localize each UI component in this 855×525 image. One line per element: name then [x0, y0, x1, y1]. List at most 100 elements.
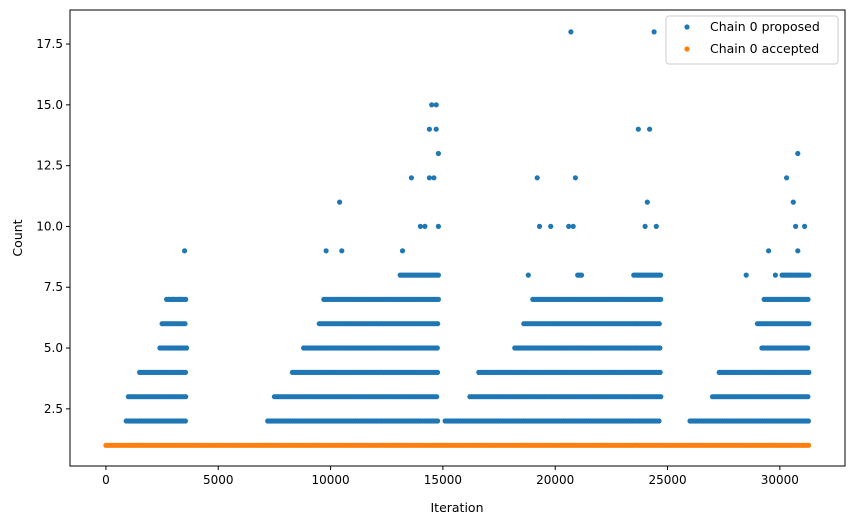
proposed-point — [805, 345, 811, 351]
y-tick-label: 7.5 — [44, 280, 63, 294]
proposed-point — [806, 369, 812, 375]
proposed-point — [183, 394, 189, 400]
y-tick-label: 15.0 — [36, 98, 63, 112]
proposed-point — [434, 394, 440, 400]
proposed-point — [657, 345, 663, 351]
proposed-point — [806, 272, 812, 278]
proposed-point — [182, 369, 189, 375]
proposed-point — [417, 223, 423, 229]
legend: Chain 0 proposed Chain 0 accepted — [665, 15, 839, 65]
proposed-point — [644, 199, 650, 205]
y-tick-label: 5.0 — [44, 341, 63, 355]
proposed-point — [790, 199, 796, 205]
proposed-point — [743, 272, 749, 278]
series-proposed — [123, 29, 812, 424]
proposed-point — [434, 369, 441, 375]
y-tick-label: 10.0 — [36, 219, 63, 233]
x-tick-label: 0 — [102, 473, 110, 487]
proposed-point — [435, 223, 441, 229]
proposed-point — [656, 321, 662, 327]
proposed-point — [536, 223, 543, 229]
axes-frame — [69, 9, 846, 467]
x-axis-label: Iteration — [430, 500, 483, 515]
proposed-point — [805, 296, 811, 302]
proposed-point — [653, 223, 659, 229]
proposed-point — [658, 394, 664, 400]
proposed-point — [793, 223, 799, 229]
proposed-point — [182, 248, 188, 254]
proposed-point — [435, 296, 441, 302]
x-tick-label: 15000 — [424, 473, 462, 487]
proposed-point — [651, 29, 657, 35]
proposed-point — [657, 369, 663, 375]
x-tick-label: 20000 — [536, 473, 574, 487]
proposed-point — [433, 126, 439, 132]
proposed-point — [795, 150, 801, 157]
proposed-point — [548, 223, 554, 229]
accepted-point — [806, 442, 812, 448]
proposed-point — [656, 418, 662, 424]
proposed-point — [408, 175, 414, 181]
proposed-point — [534, 175, 540, 181]
proposed-point — [647, 126, 653, 132]
x-axis-ticks: 0 5000 10000 15000 20000 25000 30000 — [102, 466, 799, 487]
proposed-point — [434, 345, 440, 351]
proposed-point — [566, 223, 572, 229]
proposed-point — [795, 248, 801, 254]
x-tick-label: 25000 — [648, 473, 686, 487]
legend-marker-proposed — [684, 24, 690, 30]
x-tick-label: 10000 — [311, 473, 349, 487]
y-tick-label: 17.5 — [36, 37, 63, 51]
proposed-point — [658, 296, 664, 302]
proposed-point — [766, 248, 772, 254]
proposed-point — [805, 418, 812, 424]
proposed-point — [399, 248, 406, 254]
proposed-point — [772, 272, 779, 278]
proposed-point — [183, 296, 189, 302]
proposed-point — [339, 248, 345, 254]
proposed-point — [572, 175, 579, 181]
proposed-point — [433, 102, 439, 108]
y-axis-ticks: 2.5 5.0 7.5 10.0 12.5 15.0 17.5 — [36, 37, 70, 416]
proposed-point — [182, 418, 188, 424]
proposed-point — [784, 175, 790, 181]
proposed-point — [177, 296, 183, 302]
proposed-point — [170, 296, 176, 302]
legend-frame — [665, 15, 839, 65]
proposed-point — [182, 321, 188, 327]
proposed-point — [337, 199, 343, 205]
proposed-point — [184, 345, 190, 351]
proposed-point — [435, 272, 441, 278]
proposed-point — [429, 102, 435, 108]
proposed-point — [422, 223, 428, 229]
y-tick-label: 12.5 — [36, 159, 63, 173]
legend-marker-accepted — [684, 46, 690, 52]
legend-label-accepted: Chain 0 accepted — [710, 41, 819, 56]
proposed-point — [568, 29, 574, 35]
proposed-point — [431, 175, 437, 181]
proposed-point — [525, 272, 531, 278]
proposed-point — [802, 223, 808, 229]
legend-label-proposed: Chain 0 proposed — [710, 19, 820, 34]
y-axis-label: Count — [10, 219, 25, 256]
series-layer — [103, 29, 812, 448]
proposed-point — [806, 321, 812, 327]
series-accepted — [103, 442, 812, 448]
proposed-point — [426, 175, 432, 181]
proposed-point — [435, 418, 441, 424]
plot-area — [103, 29, 812, 448]
proposed-point — [635, 126, 641, 132]
y-tick-label: 2.5 — [44, 402, 63, 416]
proposed-point — [426, 126, 432, 132]
proposed-point — [435, 321, 441, 327]
x-tick-label: 5000 — [203, 473, 234, 487]
proposed-point — [658, 272, 664, 278]
proposed-point — [570, 223, 576, 229]
proposed-point — [805, 394, 811, 400]
proposed-point — [578, 272, 585, 278]
proposed-point — [642, 223, 648, 229]
x-tick-label: 30000 — [761, 473, 799, 487]
proposed-point — [435, 150, 441, 157]
proposed-point — [323, 248, 329, 254]
